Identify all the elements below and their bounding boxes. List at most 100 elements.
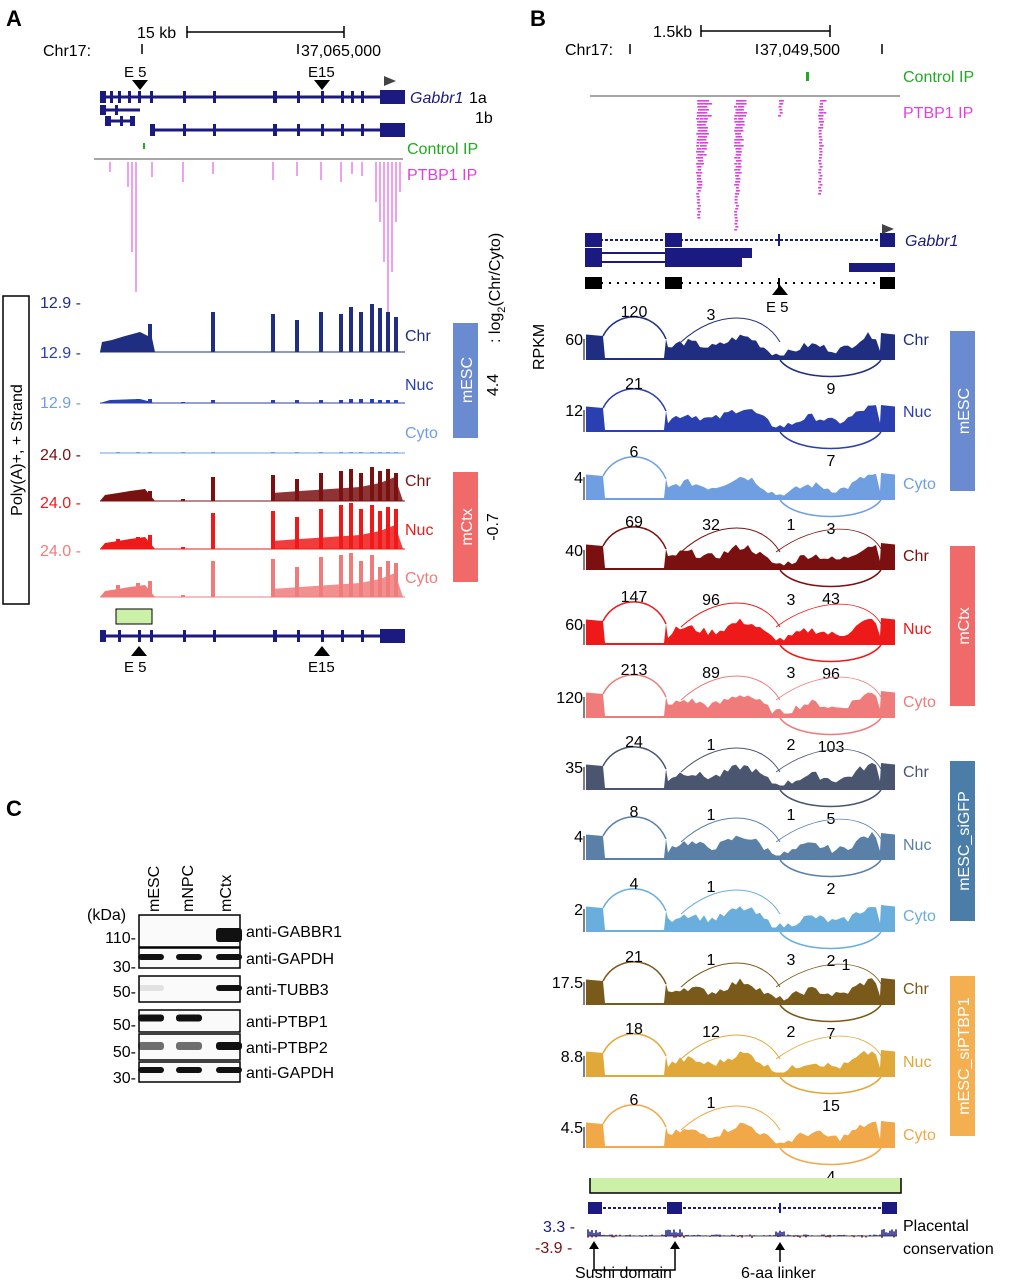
junction-count: 1 [842,957,851,974]
clip-read [697,154,701,156]
coverage-bar [349,452,353,453]
junction-arc [602,456,667,480]
sashimi-scale: 8.8 [561,1049,583,1066]
coverage-bar [339,452,343,453]
junction-arc [680,962,781,988]
panel-b-chr-label: Chr17: [565,42,613,59]
clip-read [735,181,739,183]
blot-antibody-label: anti-GABBR1 [246,924,342,941]
clip-read [696,202,700,204]
clip-read [697,211,701,213]
panel-b-conservation-label: conservation [903,1241,994,1258]
coverage-bar [319,312,323,352]
panel-a-track-label-nuc-2: Nuc [405,522,433,539]
coverage-bar [211,513,215,549]
clip-read [819,175,823,177]
clip-read [699,172,703,174]
clip-read [735,133,739,135]
coverage-bar [349,553,353,597]
coverage-bar [349,469,353,501]
clip-read [738,139,742,141]
coverage-bar [370,555,374,597]
junction-arc [602,674,667,698]
junction-count: 3 [787,665,796,682]
junction-arc [680,602,781,628]
clip-read [740,115,744,117]
sashimi-track-label: Nuc [903,621,931,638]
clip-read [701,151,705,153]
junction-arc [680,1034,781,1060]
panel-b-gene-name: Gabbr1 [905,233,958,250]
coverage-bar [295,517,299,549]
junction-arc [602,526,667,550]
clip-read [698,175,702,177]
clip-read [699,136,703,138]
panel-b-control-ip-label: Control IP [903,69,974,86]
panel-a-exon-arrow-bottom-left [131,646,147,656]
panel-b-group-label-sigfp: mESC_siGFP [956,791,973,891]
clip-read [700,124,704,126]
blot-band [216,985,242,991]
clip-read [743,100,747,102]
clip-read [736,184,740,186]
coverage-bar [148,535,152,549]
clip-read [740,112,744,114]
junction-count: 24 [625,734,643,751]
junction-arc [775,963,882,988]
panel-a-scale-mctx-nuc: 24.0 - [40,495,81,512]
junction-arc [680,1105,781,1131]
clip-read [818,136,822,138]
panel-a-control-ip-peak [143,143,145,149]
coverage-bar [339,314,343,352]
clip-read [735,220,739,222]
clip-read [696,133,700,135]
coverage-bar [378,511,382,549]
clip-read [734,196,738,198]
junction-count: 89 [702,665,720,682]
panel-b-sushi-arrow-right [670,1241,680,1249]
clip-read [819,142,823,144]
coverage-bar [370,505,374,549]
coverage-bar [370,399,374,403]
clip-read [740,139,744,141]
clip-read [740,100,744,102]
clip-read [734,211,738,213]
panel-a-gene-model-short [100,105,140,126]
sashimi-scale: 12 [565,403,583,420]
clip-read [702,100,706,102]
junction-arc [775,603,882,628]
sashimi-coverage [586,905,895,932]
clip-read [696,193,700,195]
coverage-bar [359,452,363,453]
panel-c: C mESC mNPC mCtx (kDa) 110- anti-GABBR1 30… [6,796,342,1087]
sashimi-coverage [586,618,895,645]
coverage-bar [148,581,152,597]
clip-read [700,157,704,159]
clip-read [735,208,739,210]
panel-a-exon-arrow-top-right [314,80,330,90]
panel-a-exon-arrow-bottom-right [314,646,330,656]
clip-read [697,136,701,138]
clip-read [737,169,741,171]
blot-band [138,1042,164,1050]
coverage-bar [319,452,323,453]
clip-read [735,226,739,228]
clip-read [735,166,739,168]
clip-read [778,100,782,102]
clip-read [698,121,702,123]
blot-marker: 50- [113,1017,136,1034]
clip-read [741,124,745,126]
clip-read [818,121,822,123]
blot-marker: 30- [113,1070,136,1087]
coverage-bar [349,307,353,352]
clip-read [703,133,707,135]
panel-b-group-box-mesc [950,331,975,491]
coverage-bar [359,399,363,403]
junction-count: 3 [707,307,716,324]
coverage-area [100,399,155,403]
coverage-bar [181,499,185,501]
clip-read [708,103,712,105]
sashimi-coverage [586,762,895,790]
